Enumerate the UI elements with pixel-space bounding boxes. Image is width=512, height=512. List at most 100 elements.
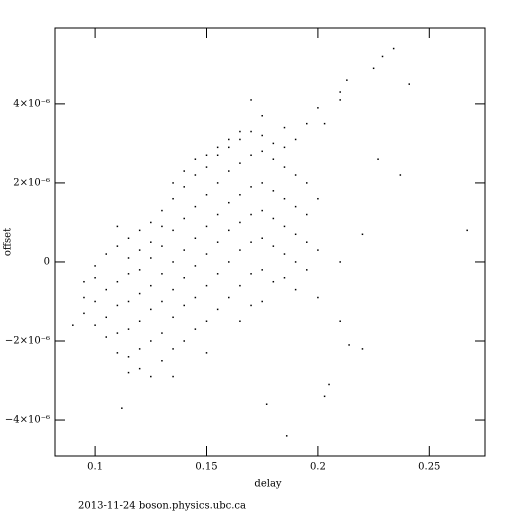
point: [205, 166, 208, 168]
point: [250, 304, 252, 307]
point: [339, 99, 341, 101]
point: [323, 395, 326, 398]
point: [150, 340, 152, 342]
point: [138, 292, 141, 295]
point: [306, 122, 308, 125]
point: [261, 300, 263, 303]
point: [294, 174, 297, 176]
point: [105, 253, 107, 255]
x-tick-label: 0.2: [310, 462, 326, 473]
y-tick-label: 0: [44, 256, 50, 267]
point: [161, 209, 163, 212]
point: [150, 375, 152, 378]
point: [150, 241, 152, 243]
point: [194, 265, 197, 267]
point: [306, 241, 308, 243]
point: [294, 138, 297, 141]
point: [250, 186, 252, 188]
point: [261, 269, 263, 271]
point: [183, 340, 185, 342]
y-tick-label: −2×10⁻⁶: [5, 335, 50, 346]
point: [105, 288, 107, 291]
point: [194, 174, 197, 176]
point: [183, 277, 185, 279]
point: [216, 213, 219, 216]
point: [161, 332, 163, 334]
point: [306, 213, 308, 216]
point: [172, 375, 174, 378]
point: [377, 158, 379, 160]
footer: 2013-11-24 boson.physics.ubc.ca: [78, 501, 246, 512]
point: [216, 273, 219, 275]
point: [272, 190, 275, 192]
point: [228, 296, 230, 299]
point: [239, 221, 241, 224]
point: [94, 277, 96, 279]
y-tick-label: 4×10⁻⁶: [13, 98, 50, 109]
point: [150, 257, 152, 259]
point: [172, 316, 174, 319]
point: [239, 162, 241, 164]
point: [261, 237, 263, 239]
point: [283, 277, 286, 279]
point: [216, 308, 219, 311]
point: [323, 122, 326, 125]
point: [116, 245, 119, 247]
point: [272, 280, 275, 283]
point: [250, 273, 252, 275]
point: [381, 55, 384, 58]
point: [250, 241, 252, 243]
point: [272, 158, 275, 160]
point: [205, 253, 208, 255]
point: [250, 130, 252, 133]
point: [161, 360, 163, 362]
point: [194, 158, 197, 160]
point: [138, 367, 141, 370]
point: [161, 273, 163, 275]
point: [317, 107, 319, 109]
point: [361, 348, 364, 350]
point: [83, 312, 85, 315]
point: [216, 146, 219, 149]
point: [250, 99, 252, 101]
point: [285, 435, 288, 437]
point: [361, 233, 364, 236]
point: [127, 371, 130, 374]
point: [339, 91, 341, 93]
point: [261, 134, 263, 137]
point: [138, 320, 141, 322]
point: [272, 142, 275, 145]
point: [261, 114, 263, 117]
point: [228, 201, 230, 204]
point: [172, 348, 174, 350]
point: [161, 245, 163, 247]
point: [216, 154, 219, 157]
point: [205, 225, 208, 228]
point: [116, 280, 119, 283]
point: [172, 261, 174, 263]
point: [138, 249, 141, 251]
point: [250, 154, 252, 157]
point: [72, 324, 74, 326]
point: [294, 261, 297, 263]
point: [172, 288, 174, 291]
point: [183, 304, 185, 307]
point: [228, 170, 230, 172]
point: [116, 352, 119, 354]
x-tick-label: 0.1: [87, 462, 103, 473]
point: [183, 186, 185, 188]
point: [183, 217, 185, 220]
point: [228, 138, 230, 141]
point: [466, 229, 468, 232]
x-tick-label: 0.25: [418, 462, 440, 473]
point: [194, 205, 197, 208]
point: [194, 328, 197, 330]
point: [150, 221, 152, 224]
point: [205, 352, 208, 354]
point: [339, 261, 341, 263]
point: [172, 229, 174, 232]
point: [94, 265, 96, 267]
point: [239, 284, 241, 287]
point: [239, 130, 241, 133]
point: [228, 146, 230, 149]
